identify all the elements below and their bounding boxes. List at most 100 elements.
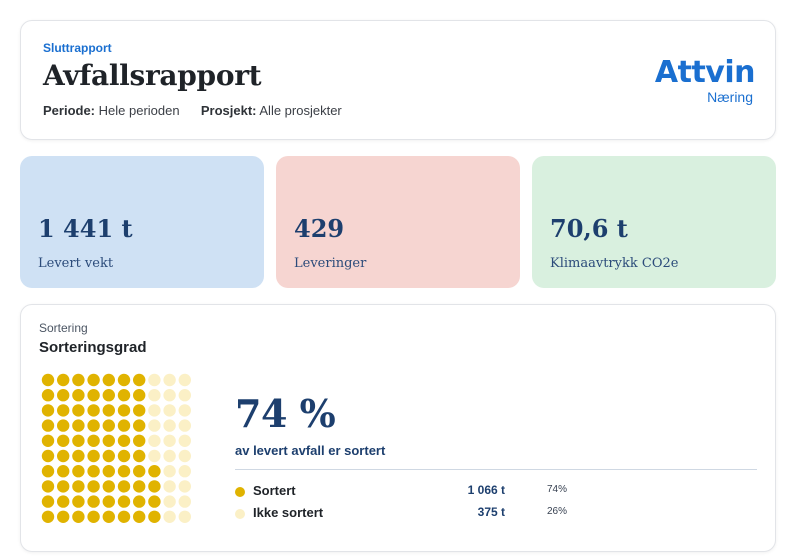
- waffle-dot-unsorted: [163, 449, 176, 463]
- waffle-dot-sorted: [133, 449, 146, 463]
- waffle-dot-sorted: [72, 419, 85, 432]
- waffle-dot-sorted: [117, 480, 131, 493]
- legend-name: Sortert: [253, 483, 296, 498]
- waffle-dot-sorted: [117, 373, 131, 387]
- kpi-label: Klimaavtrykk CO2e: [550, 256, 679, 271]
- waffle-dot-unsorted: [163, 465, 176, 478]
- sorting-card: Sortering Sorteringsgrad 74 % av levert …: [20, 304, 776, 552]
- waffle-dot-sorted: [57, 434, 70, 447]
- waffle-dot-sorted: [117, 495, 131, 508]
- waffle-dot-unsorted: [178, 389, 191, 402]
- waffle-dot-unsorted: [178, 434, 191, 447]
- sorting-title: Sorteringsgrad: [39, 339, 147, 356]
- waffle-dot-sorted: [87, 465, 100, 478]
- waffle-dot-sorted: [57, 373, 70, 387]
- period-value: Hele perioden: [98, 103, 180, 118]
- waffle-dot-sorted: [87, 510, 100, 523]
- legend-dot-icon: [235, 487, 245, 497]
- waffle-dot-sorted: [41, 510, 55, 523]
- waffle-dot-sorted: [57, 419, 70, 432]
- waffle-dot-sorted: [87, 495, 100, 508]
- waffle-dot-unsorted: [178, 495, 191, 508]
- waffle-dot-sorted: [148, 495, 161, 508]
- waffle-dot-sorted: [57, 480, 70, 493]
- brand-logo-subtitle: Næring: [707, 89, 753, 105]
- waffle-dot-sorted: [72, 510, 85, 523]
- waffle-dot-unsorted: [163, 434, 176, 447]
- project-value: Alle prosjekter: [259, 103, 342, 118]
- waffle-dot-unsorted: [148, 449, 161, 463]
- kpi-label: Levert vekt: [38, 256, 114, 271]
- legend-row-sorted: Sortert 1 066 t 74%: [235, 483, 575, 501]
- waffle-dot-sorted: [72, 434, 85, 447]
- legend-amount: 1 066 t: [467, 483, 505, 497]
- kpi-value: 1 441 t: [38, 214, 133, 243]
- waffle-chart: [41, 373, 191, 523]
- waffle-dot-unsorted: [178, 404, 191, 417]
- legend-amount: 375 t: [477, 505, 505, 519]
- project-label: Prosjekt:: [200, 103, 257, 118]
- legend-share: 26%: [546, 506, 567, 517]
- waffle-dot-sorted: [87, 419, 100, 432]
- waffle-dot-sorted: [133, 480, 146, 493]
- waffle-dot-unsorted: [163, 495, 176, 508]
- waffle-dot-sorted: [102, 449, 116, 463]
- waffle-dot-unsorted: [178, 373, 191, 387]
- waffle-dot-sorted: [148, 480, 161, 493]
- kpi-card-climate-footprint: 70,6 t Klimaavtrykk CO2e: [532, 156, 776, 288]
- waffle-dot-unsorted: [163, 404, 176, 417]
- waffle-dot-sorted: [41, 465, 55, 478]
- waffle-dot-sorted: [148, 465, 161, 478]
- waffle-dot-sorted: [102, 373, 116, 387]
- waffle-dot-sorted: [41, 480, 55, 493]
- waffle-dot-sorted: [87, 389, 100, 402]
- waffle-dot-sorted: [133, 465, 146, 478]
- waffle-dot-sorted: [41, 495, 55, 508]
- legend-name: Ikke sortert: [253, 505, 324, 520]
- waffle-dot-unsorted: [178, 480, 191, 493]
- waffle-dot-sorted: [57, 510, 70, 523]
- sorting-eyebrow: Sortering: [39, 321, 88, 335]
- waffle-dot-sorted: [117, 449, 131, 463]
- waffle-dot-sorted: [133, 495, 146, 508]
- report-eyebrow: Sluttrapport: [43, 41, 112, 55]
- waffle-dot-unsorted: [163, 389, 176, 402]
- waffle-dot-sorted: [41, 389, 55, 402]
- waffle-dot-sorted: [102, 465, 116, 478]
- waffle-dot-sorted: [117, 434, 131, 447]
- waffle-dot-sorted: [102, 480, 116, 493]
- waffle-dot-sorted: [117, 465, 131, 478]
- waffle-dot-sorted: [87, 373, 100, 387]
- waffle-dot-sorted: [102, 389, 116, 402]
- waffle-dot-sorted: [57, 465, 70, 478]
- brand-logo: Attvin: [654, 55, 756, 90]
- waffle-dot-unsorted: [148, 419, 161, 432]
- waffle-dot-sorted: [57, 389, 70, 402]
- waffle-dot-sorted: [102, 510, 116, 523]
- waffle-dot-sorted: [133, 434, 146, 447]
- waffle-dot-unsorted: [178, 465, 191, 478]
- waffle-dot-unsorted: [178, 510, 191, 523]
- waffle-dot-sorted: [72, 480, 85, 493]
- waffle-dot-sorted: [117, 510, 131, 523]
- waffle-dot-sorted: [41, 434, 55, 447]
- waffle-dot-sorted: [87, 434, 100, 447]
- legend-dot-icon: [235, 509, 245, 519]
- kpi-label: Leveringer: [294, 256, 367, 271]
- waffle-dot-sorted: [133, 419, 146, 432]
- waffle-dot-sorted: [57, 449, 70, 463]
- kpi-card-deliveries: 429 Leveringer: [276, 156, 520, 288]
- waffle-dot-sorted: [41, 419, 55, 432]
- waffle-dot-sorted: [102, 419, 116, 432]
- sorting-subtitle: av levert avfall er sortert: [235, 443, 386, 458]
- report-header: Sluttrapport Avfallsrapport Periode: Hel…: [20, 20, 776, 140]
- waffle-dot-sorted: [72, 373, 85, 387]
- waffle-dot-unsorted: [163, 480, 176, 493]
- waffle-dot-sorted: [133, 373, 146, 387]
- waffle-dot-unsorted: [178, 449, 191, 463]
- page-title: Avfallsrapport: [43, 59, 262, 92]
- waffle-dot-sorted: [102, 434, 116, 447]
- waffle-dot-sorted: [72, 465, 85, 478]
- kpi-card-delivered-weight: 1 441 t Levert vekt: [20, 156, 264, 288]
- waffle-dot-sorted: [72, 404, 85, 417]
